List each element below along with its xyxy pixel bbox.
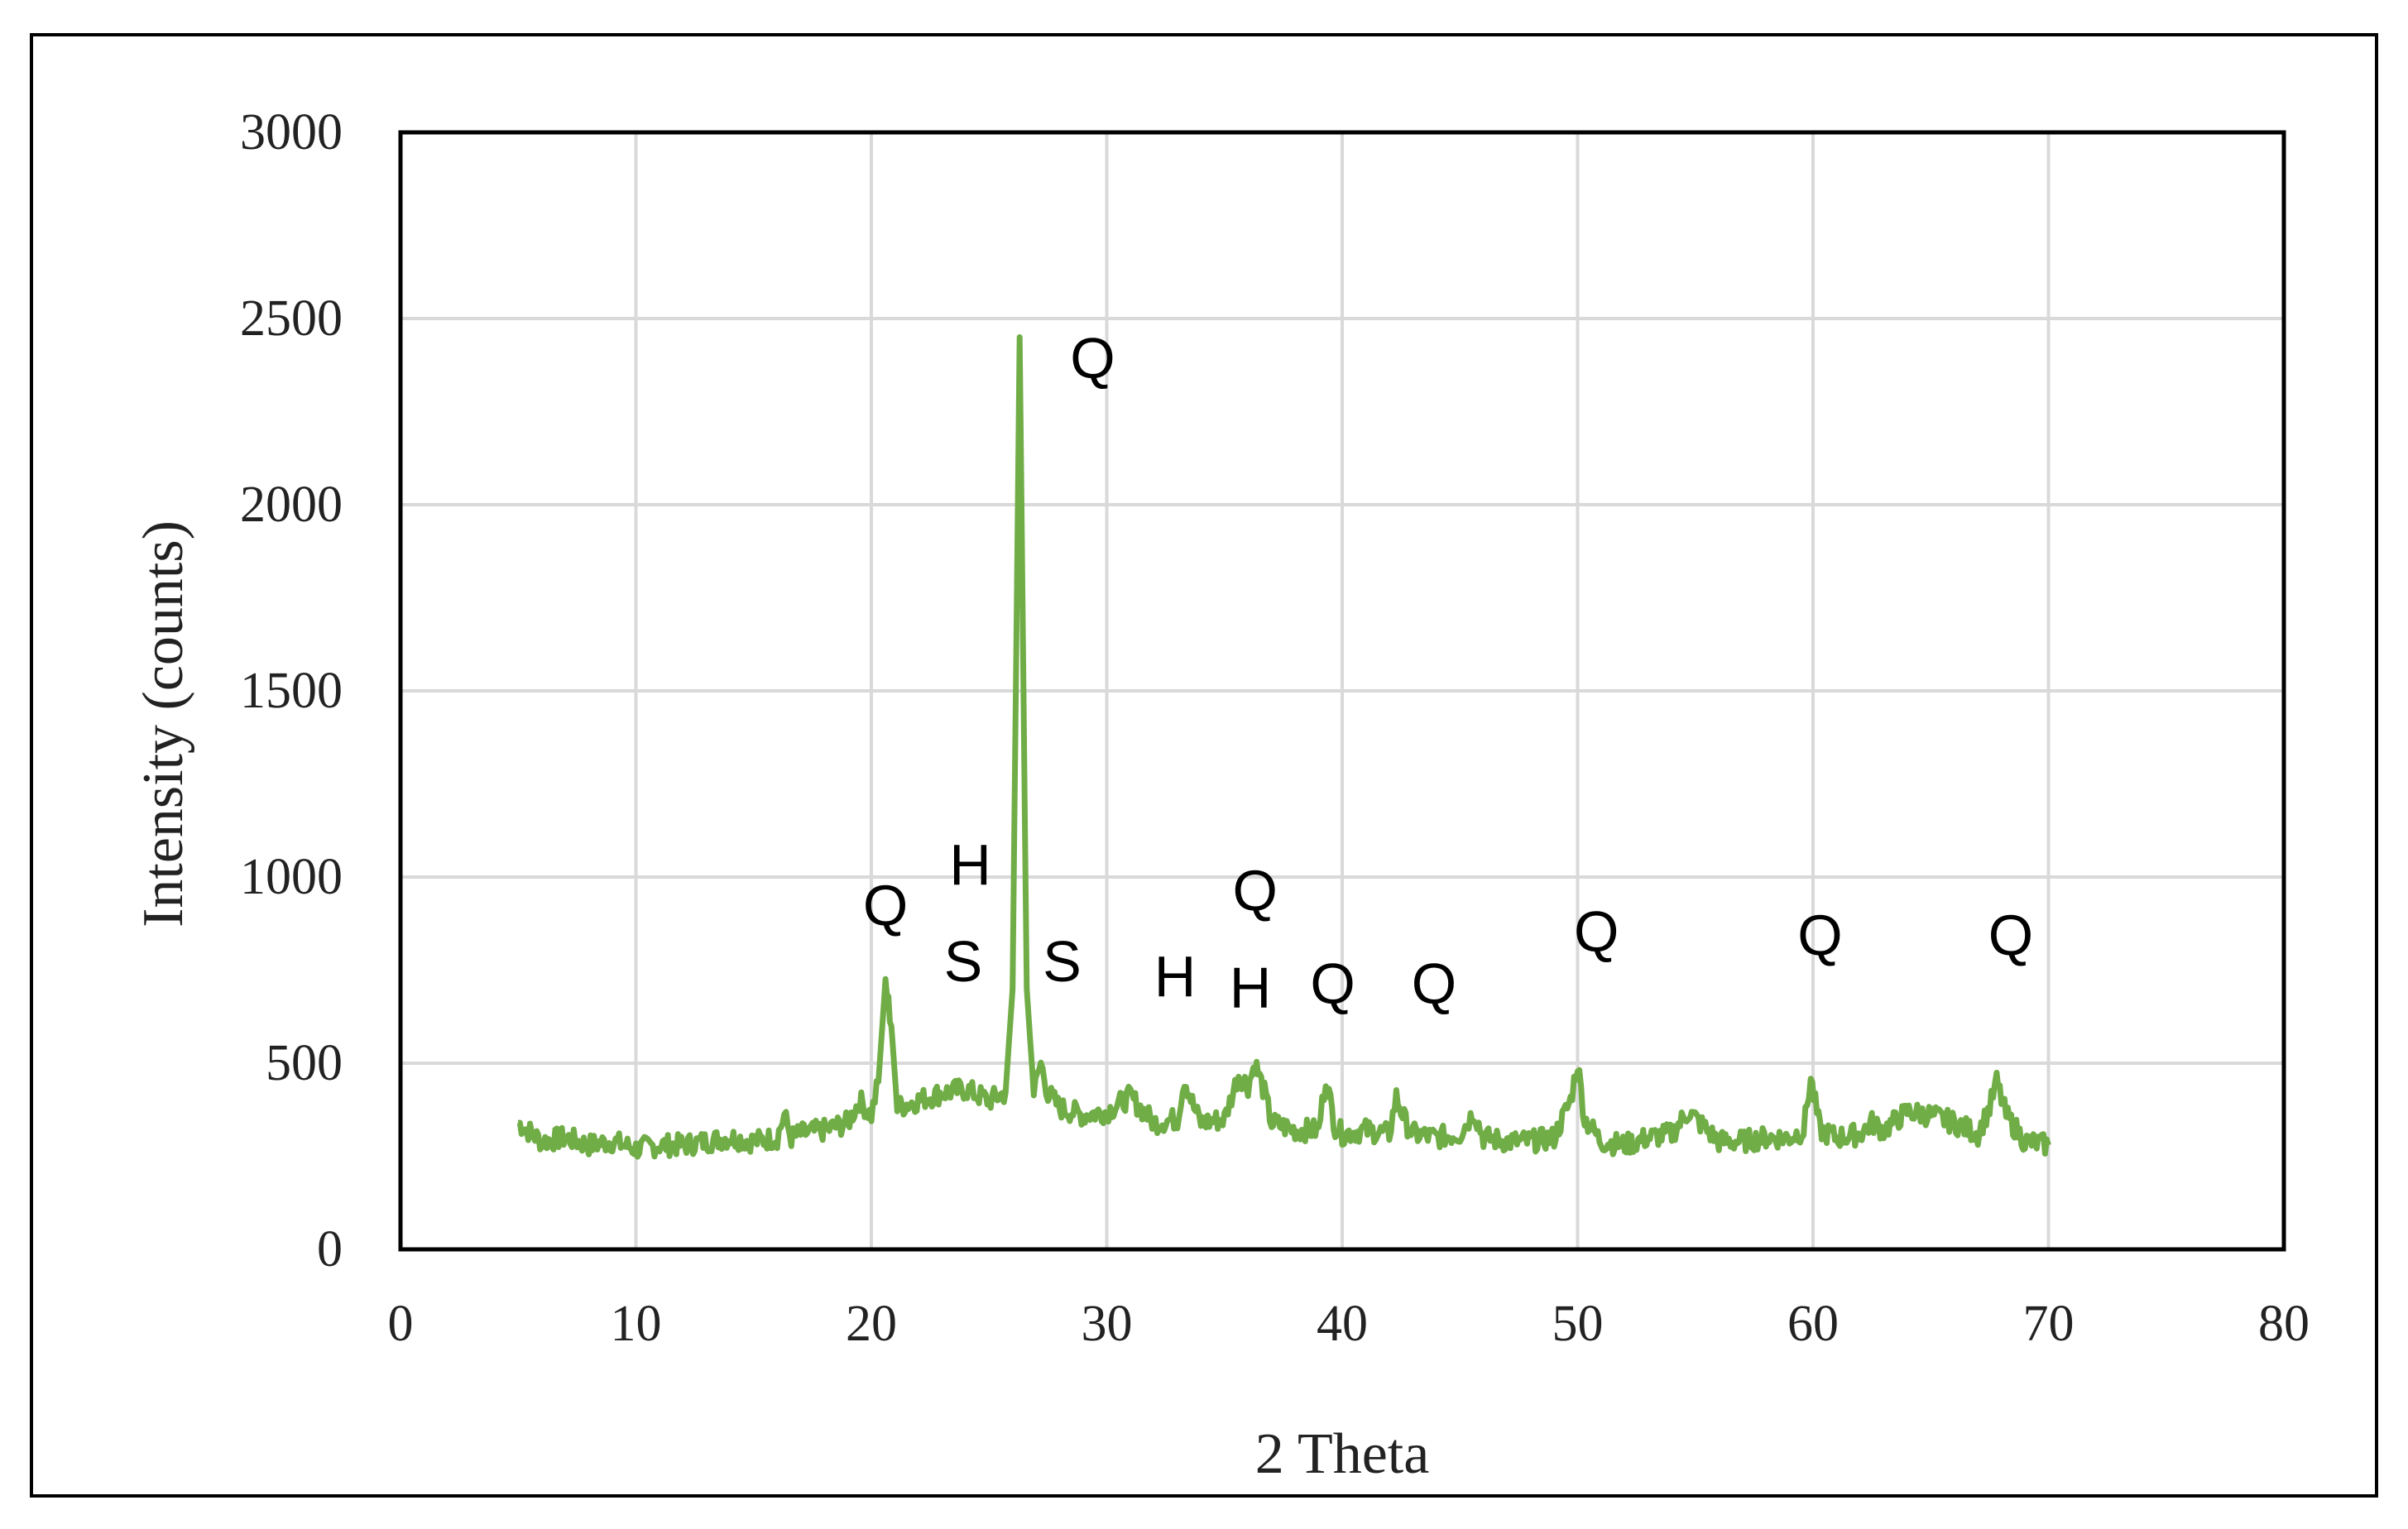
figure-frame: 0 10 20 30 40 50 60 70 80 0 500 1000 1500 2000 2500 30… <box>30 33 2378 1498</box>
peak-label: Q <box>1233 859 1278 923</box>
grid-lines <box>399 131 2286 1251</box>
x-tick-labels: 0 10 20 30 40 50 60 70 80 <box>388 1296 2310 1352</box>
x-tick-label: 20 <box>846 1296 897 1352</box>
peak-label: Q <box>1988 903 2033 968</box>
x-tick-label: 40 <box>1317 1296 1368 1352</box>
x-tick-label: 0 <box>388 1296 414 1352</box>
xrd-line-chart: 0 10 20 30 40 50 60 70 80 0 500 1000 1500 2000 2500 30… <box>132 104 2310 1486</box>
y-tick-labels: 0 500 1000 1500 2000 2500 3000 <box>240 104 343 1277</box>
peak-label: Q <box>1412 951 1456 1016</box>
y-tick-label: 500 <box>266 1035 343 1091</box>
peak-label: H <box>949 832 991 897</box>
y-axis-title: Intensity (counts) <box>132 520 195 927</box>
peak-label: Q <box>1310 951 1355 1016</box>
xrd-pattern-series <box>516 334 2051 1160</box>
y-tick-label: 2500 <box>240 290 343 347</box>
x-tick-label: 50 <box>1552 1296 1604 1352</box>
peak-label: H <box>1230 956 1272 1020</box>
y-tick-label: 1500 <box>240 663 343 719</box>
y-tick-label: 3000 <box>240 104 343 161</box>
x-tick-label: 80 <box>2258 1296 2310 1352</box>
x-tick-label: 30 <box>1082 1296 1133 1352</box>
peak-label: S <box>1043 929 1082 994</box>
peak-label: Q <box>1797 903 1842 968</box>
peak-label: H <box>1154 944 1197 1009</box>
x-tick-label: 10 <box>611 1296 662 1352</box>
series-layer <box>516 334 2051 1160</box>
peak-label: Q <box>863 874 908 938</box>
y-tick-label: 1000 <box>240 849 343 905</box>
peak-label: S <box>944 929 983 994</box>
peak-label: Q <box>1574 899 1619 964</box>
y-tick-label: 2000 <box>240 477 343 533</box>
plot-area-border <box>398 130 2286 1252</box>
x-tick-label: 60 <box>1787 1296 1839 1352</box>
y-tick-label: 0 <box>317 1221 343 1277</box>
x-axis-title: 2 Theta <box>1255 1422 1430 1486</box>
peak-label: Q <box>1070 326 1115 391</box>
x-tick-label: 70 <box>2023 1296 2075 1352</box>
